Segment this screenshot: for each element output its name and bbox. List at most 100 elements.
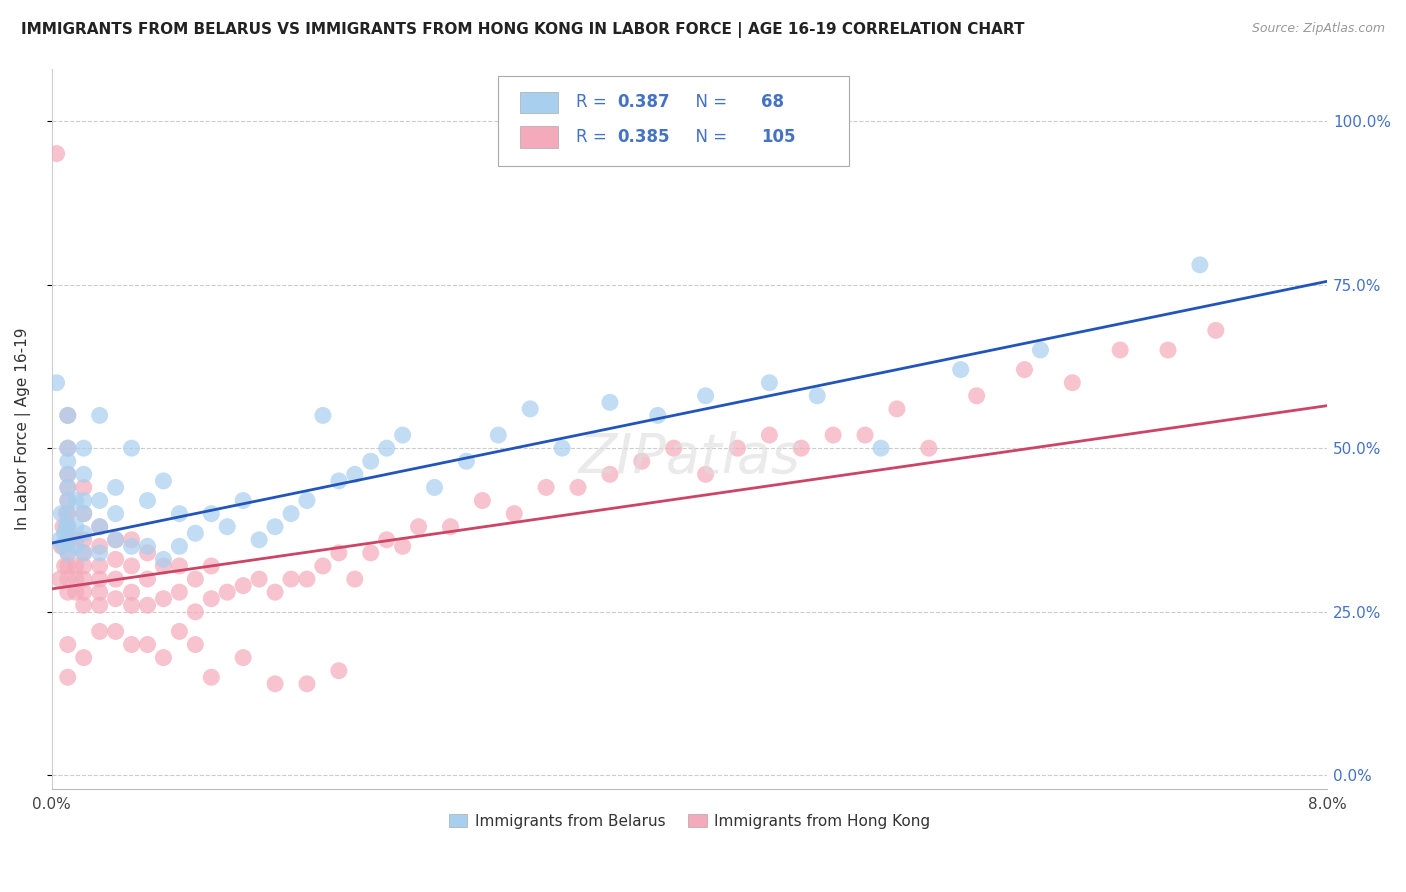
Point xyxy=(169,507,191,521)
Point xyxy=(104,591,127,606)
Point xyxy=(200,507,222,521)
Point xyxy=(295,677,318,691)
Point xyxy=(56,507,79,521)
Point xyxy=(423,480,446,494)
Point xyxy=(1205,323,1227,337)
Point xyxy=(232,650,254,665)
Point xyxy=(918,441,941,455)
Point xyxy=(56,546,79,560)
Point xyxy=(56,467,79,482)
Point xyxy=(65,585,87,599)
Point xyxy=(295,493,318,508)
Point xyxy=(758,428,780,442)
Point xyxy=(264,677,287,691)
Point xyxy=(1014,362,1036,376)
Point xyxy=(200,559,222,574)
Point xyxy=(152,474,174,488)
FancyBboxPatch shape xyxy=(520,92,558,113)
Point xyxy=(886,401,908,416)
Point xyxy=(73,467,96,482)
Point xyxy=(439,519,461,533)
Point xyxy=(184,526,207,541)
Point xyxy=(823,428,845,442)
Text: R =: R = xyxy=(576,128,612,146)
Point xyxy=(312,409,335,423)
Point xyxy=(790,441,813,455)
Point xyxy=(45,146,67,161)
Point xyxy=(727,441,749,455)
Point xyxy=(104,480,127,494)
Point xyxy=(295,572,318,586)
Point xyxy=(534,480,557,494)
Point xyxy=(56,454,79,468)
Point xyxy=(53,559,76,574)
Point xyxy=(56,670,79,684)
Point xyxy=(65,539,87,553)
Point xyxy=(56,409,79,423)
Point xyxy=(567,480,589,494)
Point xyxy=(184,572,207,586)
Point xyxy=(391,428,413,442)
Point xyxy=(56,441,79,455)
Point xyxy=(264,519,287,533)
Point xyxy=(136,572,159,586)
Point xyxy=(89,559,111,574)
Point xyxy=(247,533,270,547)
Text: 0.385: 0.385 xyxy=(617,128,669,146)
Point xyxy=(89,624,111,639)
Point xyxy=(471,493,494,508)
Point xyxy=(328,474,350,488)
Point xyxy=(247,572,270,586)
Point xyxy=(391,539,413,553)
Point xyxy=(184,605,207,619)
Point xyxy=(662,441,685,455)
Point xyxy=(312,559,335,574)
Point xyxy=(360,454,382,468)
Point xyxy=(89,599,111,613)
Point xyxy=(104,552,127,566)
Text: IMMIGRANTS FROM BELARUS VS IMMIGRANTS FROM HONG KONG IN LABOR FORCE | AGE 16-19 : IMMIGRANTS FROM BELARUS VS IMMIGRANTS FR… xyxy=(21,22,1025,38)
Point xyxy=(599,467,621,482)
Point xyxy=(519,401,541,416)
Point xyxy=(280,572,302,586)
Point xyxy=(53,526,76,541)
Point xyxy=(360,546,382,560)
Point xyxy=(89,519,111,533)
Point xyxy=(343,467,366,482)
Point xyxy=(1188,258,1211,272)
Point xyxy=(152,650,174,665)
Point xyxy=(65,493,87,508)
Point xyxy=(870,441,893,455)
Point xyxy=(806,389,828,403)
Point xyxy=(73,533,96,547)
Y-axis label: In Labor Force | Age 16-19: In Labor Force | Age 16-19 xyxy=(15,327,31,530)
Point xyxy=(89,585,111,599)
Point xyxy=(121,441,143,455)
Legend: Immigrants from Belarus, Immigrants from Hong Kong: Immigrants from Belarus, Immigrants from… xyxy=(443,807,936,835)
Text: ZIPatlas: ZIPatlas xyxy=(579,431,800,483)
Point xyxy=(217,585,239,599)
Point xyxy=(280,507,302,521)
Point xyxy=(1029,343,1052,357)
Point xyxy=(56,585,79,599)
Point xyxy=(56,467,79,482)
Point xyxy=(56,533,79,547)
Point xyxy=(65,559,87,574)
Point xyxy=(169,585,191,599)
Point xyxy=(104,572,127,586)
Point xyxy=(200,670,222,684)
Point xyxy=(1109,343,1132,357)
Point xyxy=(169,539,191,553)
Point xyxy=(51,539,73,553)
Point xyxy=(104,624,127,639)
Point xyxy=(136,546,159,560)
Point xyxy=(56,409,79,423)
Point xyxy=(56,533,79,547)
Point xyxy=(121,533,143,547)
Point xyxy=(73,480,96,494)
Point xyxy=(73,493,96,508)
Point xyxy=(73,599,96,613)
Point xyxy=(551,441,574,455)
Point xyxy=(73,546,96,560)
Point xyxy=(52,519,75,533)
